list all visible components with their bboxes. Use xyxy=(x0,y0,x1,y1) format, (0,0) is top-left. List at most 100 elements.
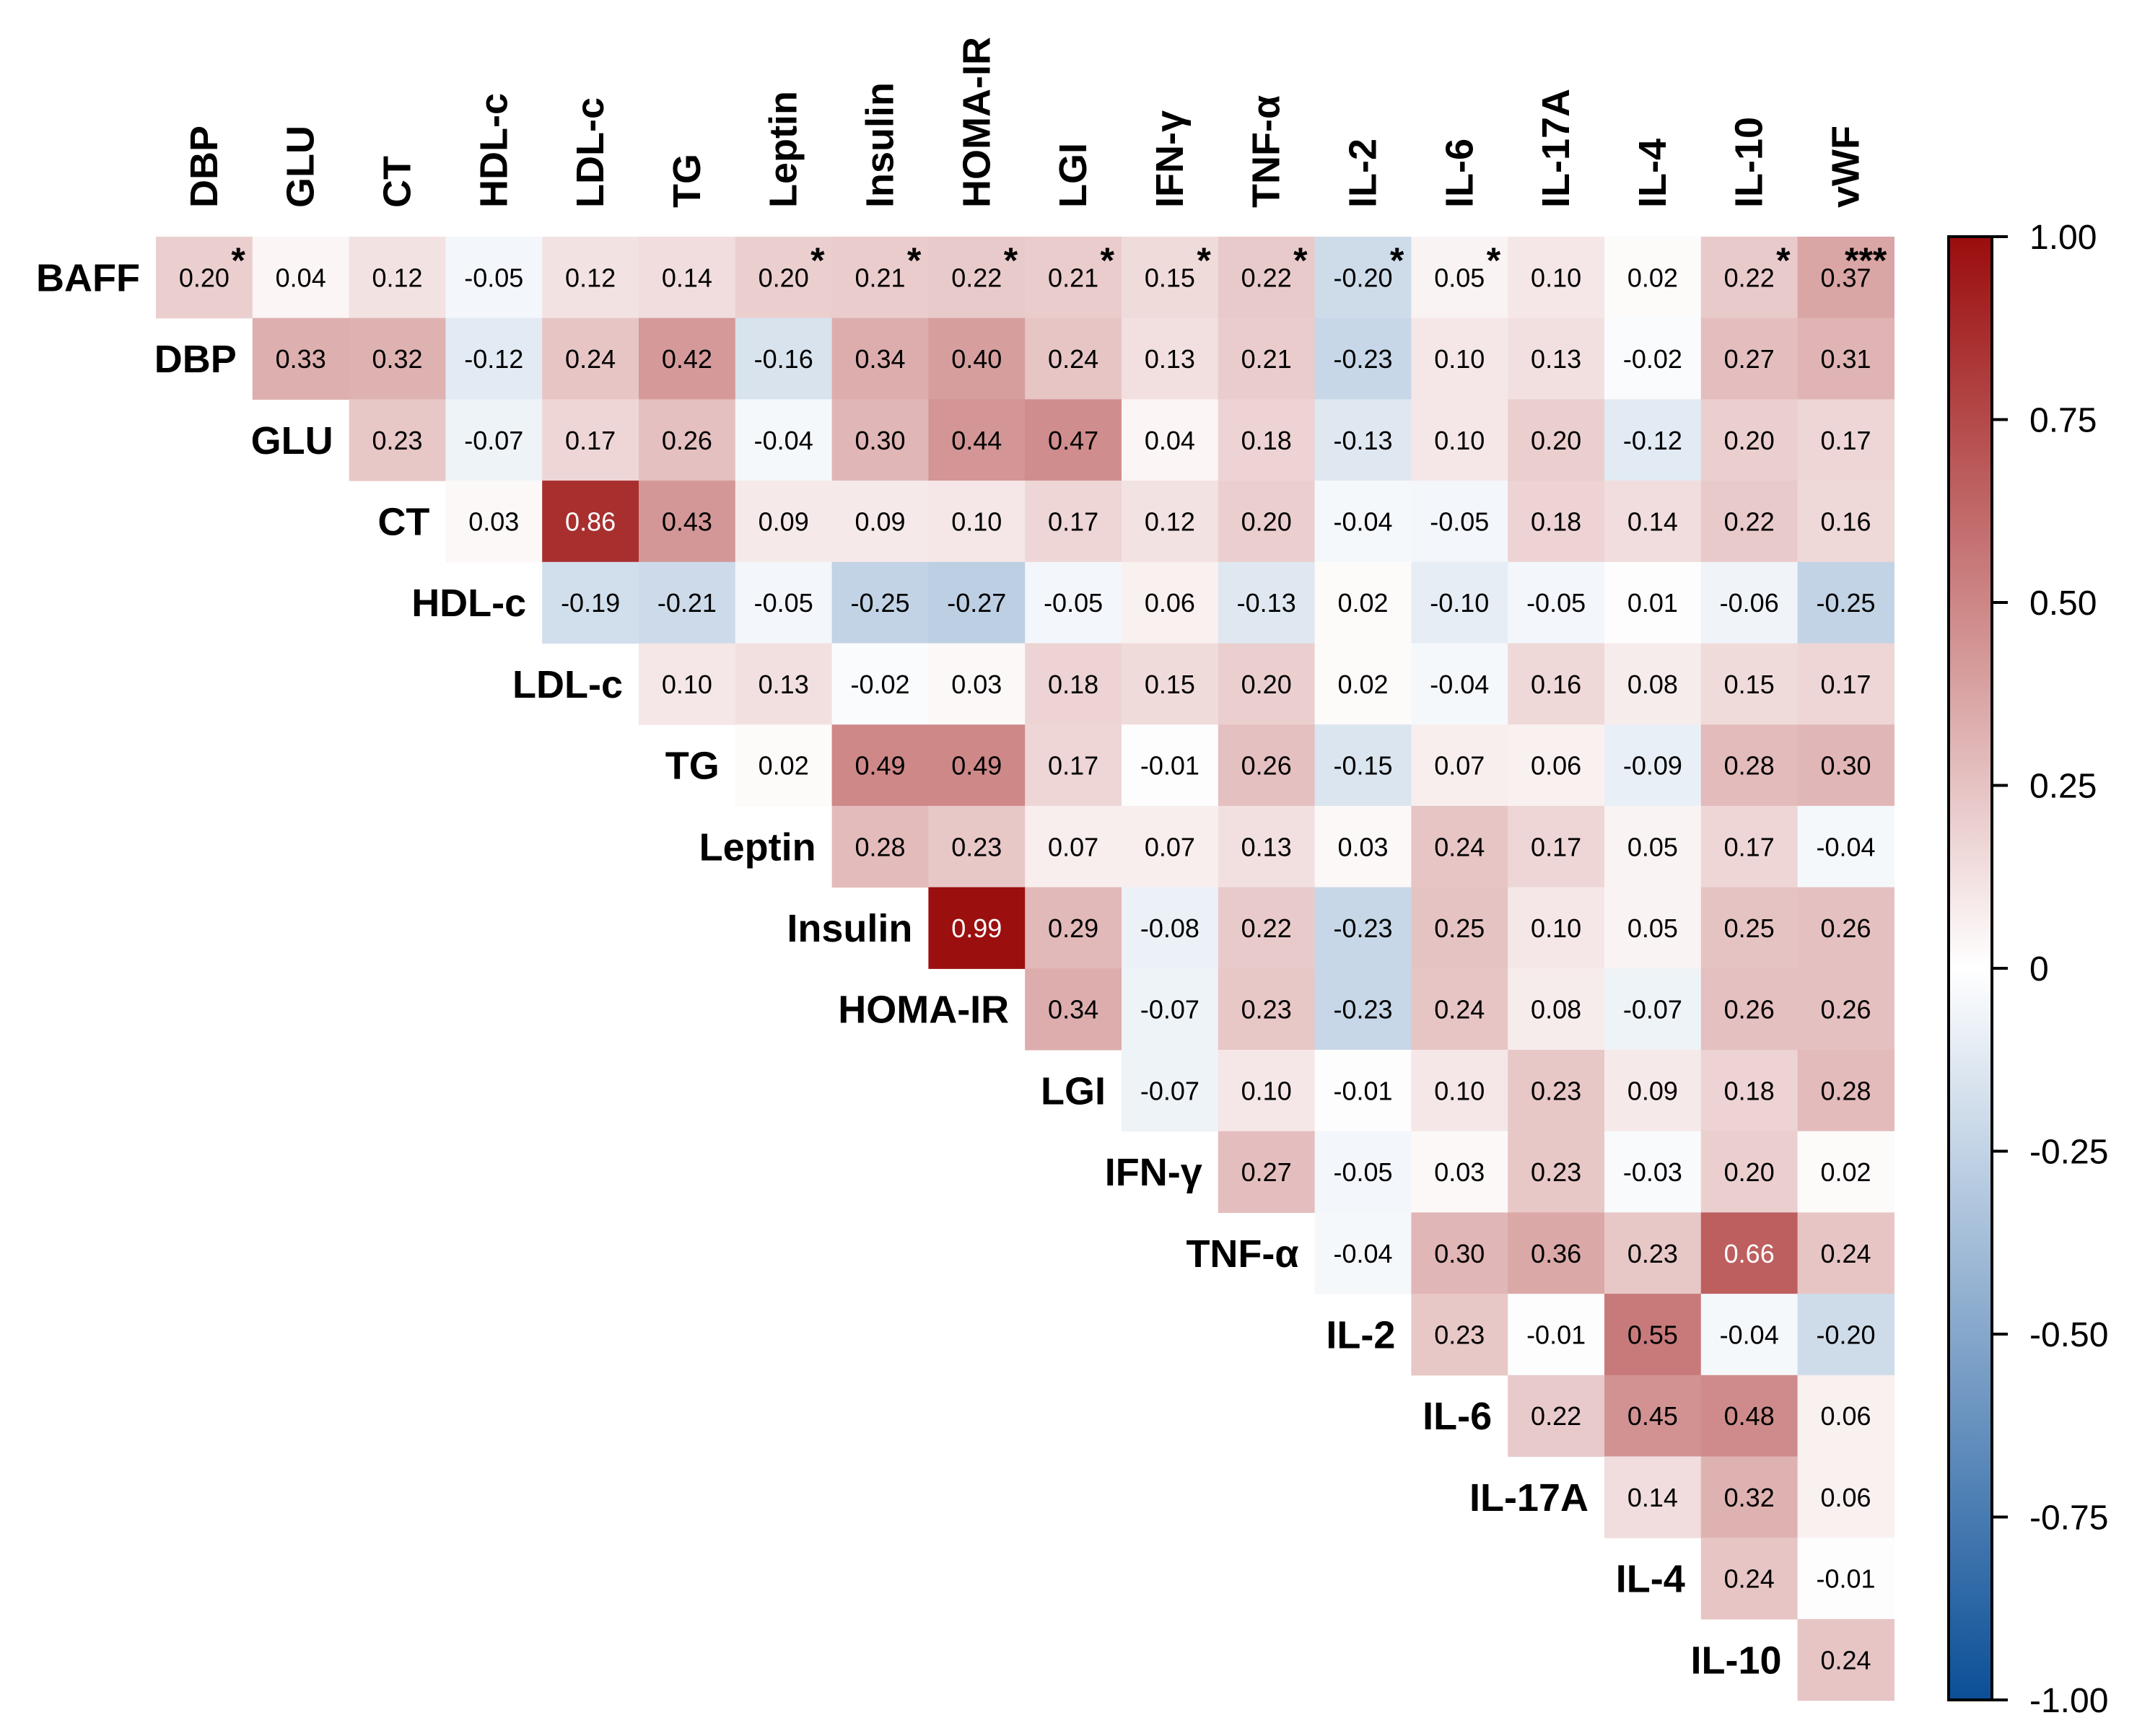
heatmap-cell: 0.26 xyxy=(1797,887,1895,969)
cell-value: 0.08 xyxy=(1531,995,1581,1025)
cell-value: -0.13 xyxy=(1237,588,1296,618)
cell-fill xyxy=(639,561,736,644)
colorbar-tick-label: 1.00 xyxy=(2029,219,2097,257)
cell-value: 0.07 xyxy=(1145,832,1195,862)
cell-fill xyxy=(831,724,929,807)
cell-value: -0.05 xyxy=(1526,588,1586,618)
cell-value: -0.25 xyxy=(1816,588,1875,618)
heatmap-cell: 0.34 xyxy=(831,317,929,400)
cell-value: 0.21 xyxy=(1048,263,1098,292)
column-label-il-4: IL-4 xyxy=(1631,139,1674,208)
cell-value: 0.03 xyxy=(1434,1157,1485,1187)
heatmap-cell: 0.30 xyxy=(831,399,929,481)
heatmap-cell: 0.06 xyxy=(1797,1375,1895,1457)
cell-fill xyxy=(1411,805,1508,888)
cell-fill xyxy=(1604,1050,1702,1132)
cell-fill xyxy=(1797,237,1895,319)
cell-value: 0.20 xyxy=(1531,426,1581,455)
heatmap-cell: -0.03 xyxy=(1604,1131,1702,1213)
column-label-vwf: vWF xyxy=(1824,126,1868,208)
heatmap-cell: 0.22 * xyxy=(1218,237,1316,319)
cell-fill xyxy=(1122,724,1219,807)
cell-fill xyxy=(1604,399,1702,481)
cell-fill xyxy=(735,399,833,481)
cell-value: -0.07 xyxy=(1623,995,1682,1025)
cell-value: 0.33 xyxy=(276,344,326,374)
cell-fill xyxy=(1700,1212,1799,1294)
cell-fill xyxy=(1508,805,1605,888)
cell-fill xyxy=(1508,1294,1605,1376)
heatmap-cell: 0.28 xyxy=(1797,1050,1895,1132)
cell-value: 0.37 xyxy=(1820,263,1871,292)
cell-value: 0.18 xyxy=(1048,670,1098,699)
cell-fill xyxy=(831,481,929,563)
heatmap-cell: 0.14 xyxy=(639,237,736,319)
heatmap-cell: 0.12 xyxy=(349,237,446,319)
heatmap-cell: 0.06 xyxy=(1122,561,1219,644)
heatmap-cell: 0.03 xyxy=(928,643,1026,725)
cell-fill xyxy=(1122,805,1219,888)
cell-fill xyxy=(1411,1050,1508,1132)
cell-value: 0.15 xyxy=(1145,263,1195,292)
cell-value: -0.02 xyxy=(1623,344,1682,374)
cell-fill xyxy=(1411,399,1508,481)
cell-value: 0.15 xyxy=(1724,670,1775,699)
heatmap-cell: -0.05 xyxy=(445,237,543,319)
heatmap-cell: 0.37*** xyxy=(1797,237,1895,319)
heatmap-cell: -0.10 xyxy=(1411,561,1508,644)
cell-fill xyxy=(1025,643,1122,725)
cell-value: 0.13 xyxy=(1241,832,1292,862)
cell-value: 0.10 xyxy=(1531,263,1581,292)
column-label-hdl-c: HDL-c xyxy=(472,93,515,208)
cell-fill xyxy=(1508,643,1605,725)
cell-fill xyxy=(928,399,1026,481)
cell-fill xyxy=(1314,237,1412,319)
colorbar-tick-label: -0.50 xyxy=(2029,1316,2108,1354)
cell-value: -0.04 xyxy=(1430,670,1489,699)
cell-fill xyxy=(1604,968,1702,1051)
heatmap-cell: 0.10 xyxy=(639,643,736,725)
cell-value: 0.28 xyxy=(855,832,905,862)
heatmap-cell: 0.26 xyxy=(1700,968,1799,1051)
heatmap-cell: 0.06 xyxy=(1797,1456,1895,1538)
cell-value: 0.06 xyxy=(1531,751,1581,781)
heatmap-cell: 0.10 xyxy=(1411,317,1508,400)
heatmap-cell: 0.47 xyxy=(1025,399,1122,481)
cell-value: 0.23 xyxy=(1241,995,1292,1025)
cell-value: 0.12 xyxy=(372,263,422,292)
column-label-homa-ir: HOMA-IR xyxy=(955,37,998,208)
column-label-glu: GLU xyxy=(279,126,323,208)
heatmap-cell: 0.15 * xyxy=(1122,237,1219,319)
row-label-il-10: IL-10 xyxy=(1691,1639,1782,1682)
cell-value: 0.17 xyxy=(1820,670,1871,699)
cell-fill xyxy=(1797,481,1895,563)
heatmap-cell: 0.55 xyxy=(1604,1294,1702,1376)
row-label-ldl-c: LDL-c xyxy=(512,663,623,706)
cell-fill xyxy=(1700,1538,1799,1620)
cell-fill xyxy=(1218,887,1316,969)
heatmap-cell: 0.21 xyxy=(1218,317,1316,400)
heatmap-cell: 0.26 xyxy=(1218,724,1316,807)
cell-fill xyxy=(735,643,833,725)
cell-value: 0.10 xyxy=(1434,426,1485,455)
colorbar-tick-label: 0.25 xyxy=(2029,768,2097,806)
cell-value: 0.26 xyxy=(1820,913,1871,943)
heatmap-cell: 0.04 xyxy=(1122,399,1219,481)
heatmap-cell: -0.07 xyxy=(445,399,543,481)
column-labels: DBP GLU CT HDL-c LDL-c TG Leptin Insulin HOMA-IR… xyxy=(183,37,1868,208)
heatmap-cell: 0.33 xyxy=(252,317,350,400)
cell-value: 0.20 xyxy=(179,263,230,292)
heatmap-cell: 0.24 xyxy=(542,317,639,400)
significance-star: *** xyxy=(1845,240,1887,281)
cell-fill xyxy=(1122,317,1219,400)
cell-fill xyxy=(252,317,350,400)
cell-fill xyxy=(928,805,1026,888)
cell-value: 0.20 xyxy=(1724,426,1775,455)
heatmap-cell: 0.03 xyxy=(1411,1131,1508,1213)
cell-fill xyxy=(1508,1050,1605,1132)
heatmap-cell: 0.49 xyxy=(928,724,1026,807)
cell-fill xyxy=(831,317,929,400)
cell-fill xyxy=(735,724,833,807)
cell-value: -0.01 xyxy=(1140,751,1199,781)
column-label-lgi: LGI xyxy=(1052,143,1095,208)
